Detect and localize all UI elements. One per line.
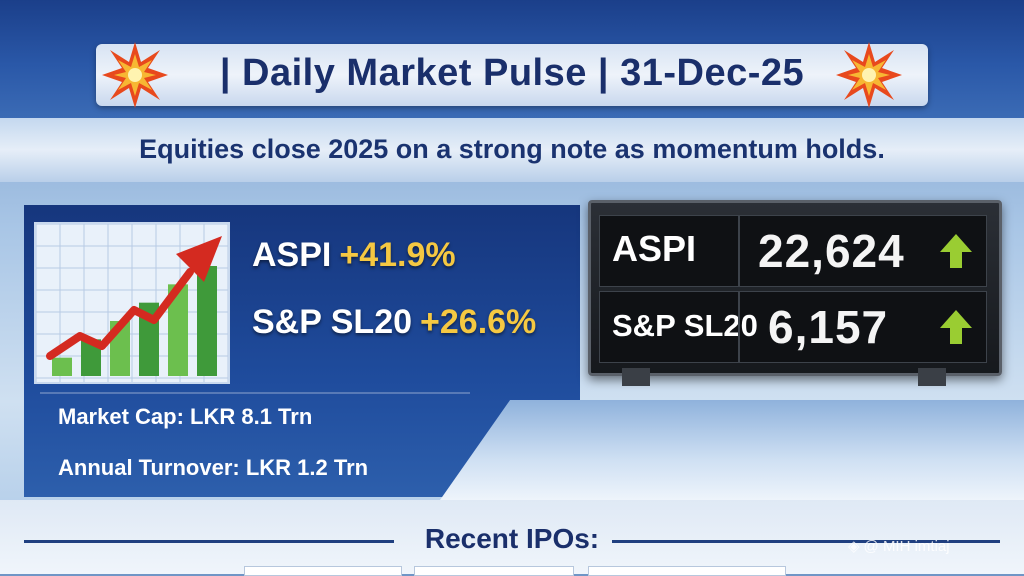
scoreboard-value: 6,157 xyxy=(768,301,889,353)
page-title: | Daily Market Pulse | 31-Dec-25 xyxy=(219,52,805,94)
scoreboard: ASPI 22,624 S&P SL20 6,157 xyxy=(588,200,1002,376)
sl20-label: S&P SL20 xyxy=(252,303,413,341)
up-arrow-icon xyxy=(940,234,972,268)
divider xyxy=(612,540,1000,543)
scoreboard-leg xyxy=(622,368,650,386)
recent-ipos-heading: Recent IPOs: xyxy=(424,523,600,554)
growth-chart-icon xyxy=(34,222,230,384)
chart-bar xyxy=(197,266,217,376)
aspi-change: +41.9% xyxy=(339,236,456,274)
up-arrow-icon xyxy=(940,310,972,344)
aspi-gain-line: ASPI +41.9% xyxy=(252,236,456,275)
headline-subtitle: Equities close 2025 on a strong note as … xyxy=(139,134,885,164)
aspi-label: ASPI xyxy=(252,236,332,274)
divider xyxy=(40,392,470,394)
ipo-card xyxy=(244,566,402,576)
chart-bar xyxy=(52,357,72,376)
explosion-icon xyxy=(102,42,168,108)
trend-arrow-line xyxy=(46,268,194,360)
recent-ipos-section xyxy=(0,500,1024,574)
watermark-text: @ MIH imtiaj xyxy=(863,538,950,555)
title-banner xyxy=(96,44,928,106)
explosion-icon xyxy=(836,42,902,108)
divider xyxy=(738,216,740,286)
subtitle-band xyxy=(0,118,1024,182)
trend-arrow-head xyxy=(176,236,222,282)
scoreboard-row-aspi: ASPI 22,624 xyxy=(599,215,987,287)
scoreboard-row-sl20: S&P SL20 6,157 xyxy=(599,291,987,363)
watermark: ◈ @ MIH imtiaj xyxy=(848,537,950,555)
sky-background xyxy=(440,400,1024,500)
chart-bar xyxy=(168,284,188,376)
divider xyxy=(738,292,740,362)
sl20-gain-line: S&P SL20 +26.6% xyxy=(252,303,536,342)
ipo-card xyxy=(588,566,786,576)
ipo-card xyxy=(414,566,574,576)
diamond-icon: ◈ xyxy=(848,538,860,555)
scoreboard-label: ASPI xyxy=(612,228,697,269)
scoreboard-label: S&P SL20 xyxy=(612,308,758,343)
divider xyxy=(24,540,394,543)
scoreboard-leg xyxy=(918,368,946,386)
chart-bar xyxy=(81,339,101,376)
market-cap: Market Cap: LKR 8.1 Trn xyxy=(58,404,313,429)
chart-bars xyxy=(52,266,217,376)
annual-turnover: Annual Turnover: LKR 1.2 Trn xyxy=(58,455,369,480)
sl20-change: +26.6% xyxy=(420,303,537,341)
scoreboard-value: 22,624 xyxy=(758,225,905,277)
